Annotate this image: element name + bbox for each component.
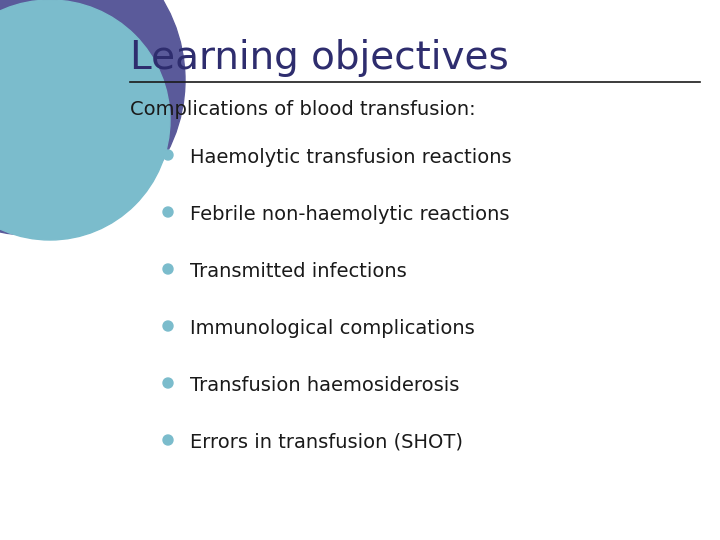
Text: Complications of blood transfusion:: Complications of blood transfusion: [130, 100, 476, 119]
Circle shape [163, 207, 173, 217]
Circle shape [0, 0, 170, 240]
Text: Transmitted infections: Transmitted infections [190, 262, 407, 281]
Circle shape [0, 0, 185, 235]
Text: Transfusion haemosiderosis: Transfusion haemosiderosis [190, 376, 459, 395]
Circle shape [163, 378, 173, 388]
Text: Learning objectives: Learning objectives [130, 39, 509, 77]
Circle shape [163, 435, 173, 445]
Text: Febrile non-haemolytic reactions: Febrile non-haemolytic reactions [190, 205, 510, 224]
Circle shape [163, 264, 173, 274]
Text: Errors in transfusion (SHOT): Errors in transfusion (SHOT) [190, 433, 463, 452]
Text: Haemolytic transfusion reactions: Haemolytic transfusion reactions [190, 148, 512, 167]
Circle shape [163, 321, 173, 331]
Circle shape [163, 150, 173, 160]
Text: Immunological complications: Immunological complications [190, 319, 474, 338]
